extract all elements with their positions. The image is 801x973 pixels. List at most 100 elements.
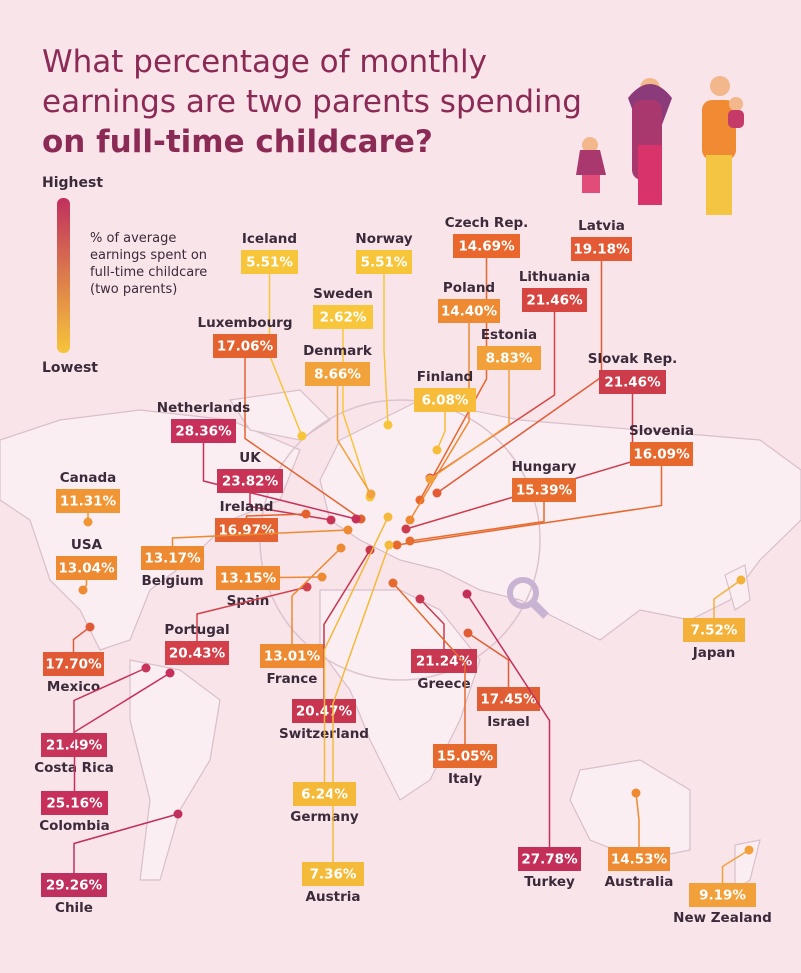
value-label: 13.17% [144,551,201,567]
country-name: Austria [306,889,361,905]
country-name: Slovenia [629,423,694,439]
magnifier [507,577,549,619]
value-label: 16.09% [633,447,690,463]
value-box [215,518,278,542]
value-box [414,388,476,412]
country-dot [392,540,402,550]
value-box [356,250,412,274]
value-box [313,305,373,329]
country-dot [383,420,393,430]
country-name: Japan [692,645,736,661]
value-box [216,566,280,590]
country-dot [432,445,442,455]
value-box [522,288,587,312]
value-label: 11.31% [60,494,117,510]
leader-line [244,358,362,520]
country-name: Belgium [141,573,203,589]
country-name: Czech Rep. [445,215,529,231]
value-box [171,419,236,443]
country-dot [351,514,361,524]
value-label: 23.82% [222,474,279,490]
value-label: 15.05% [437,749,494,765]
country-name: Lithuania [519,269,590,285]
leader-line [383,274,389,426]
country-name: Sweden [313,286,373,302]
title-bold: on full-time childcare? [42,124,433,160]
leader-line [73,672,171,791]
value-label: 20.43% [169,646,226,662]
country-name: Australia [605,874,674,890]
value-box [56,489,120,513]
value-box [477,346,541,370]
value-label: 17.45% [480,692,537,708]
value-label: 14.53% [611,852,668,868]
country-name: Chile [55,900,93,916]
value-label: 19.18% [573,242,630,258]
country-dot [631,788,641,798]
leader-line [245,513,307,518]
leader-line [323,516,389,782]
value-box [571,237,632,261]
value-box [302,862,364,886]
leader-line [419,258,488,501]
country-name: Hungary [512,459,577,475]
country-name: USA [71,537,103,553]
country-dot [415,495,425,505]
leader-line [429,370,510,480]
country-dot [401,524,411,534]
leader-line [396,466,663,546]
value-box [411,649,477,673]
country-dot [317,572,327,582]
value-label: 7.52% [691,623,738,639]
value-label: 5.51% [361,255,408,271]
country-name: Latvia [578,218,625,234]
family-illustration [576,76,744,215]
leader-line [332,544,390,862]
value-box [56,556,117,580]
country-dot [336,543,346,553]
country-dot [301,509,311,519]
value-label: 13.15% [220,571,277,587]
value-label: 27.78% [521,852,578,868]
value-label: 7.36% [310,867,357,883]
country-dot [83,517,93,527]
country-name: Turkey [524,874,575,890]
value-box [305,362,370,386]
title: What percentage of monthly earnings are … [42,42,602,162]
value-label: 25.16% [46,796,103,812]
leader-line [713,579,742,618]
country-name: Poland [443,280,495,296]
legend-description: % of average earnings spent on full-time… [90,231,208,297]
country-name: Greece [417,676,470,692]
leader-line [171,529,349,546]
leader-line [202,443,357,520]
value-box [293,782,356,806]
value-label: 15.39% [516,483,573,499]
value-label: 21.46% [604,375,661,391]
country-dot [78,585,88,595]
value-label: 6.08% [422,393,469,409]
value-label: 17.70% [45,657,102,673]
country-name: Luxembourg [197,315,292,331]
title-regular: What percentage of monthly earnings are … [42,44,582,120]
country-dot [141,663,151,673]
country-dot [744,845,754,855]
country-name: Israel [487,714,530,730]
country-dot [384,540,394,550]
leader-line [436,412,446,451]
value-label: 21.46% [526,293,583,309]
country-name: UK [239,450,261,466]
country-dot [343,525,353,535]
country-name: Germany [290,809,359,825]
leader-line [291,547,342,644]
country-dot [365,545,375,555]
value-label: 14.69% [458,239,515,255]
value-label: 6.24% [301,787,348,803]
country-dot [366,489,376,499]
country-dot [462,589,472,599]
value-box [599,370,666,394]
country-name: Mexico [47,679,100,695]
value-label: 13.01% [264,649,321,665]
value-box [630,442,693,466]
